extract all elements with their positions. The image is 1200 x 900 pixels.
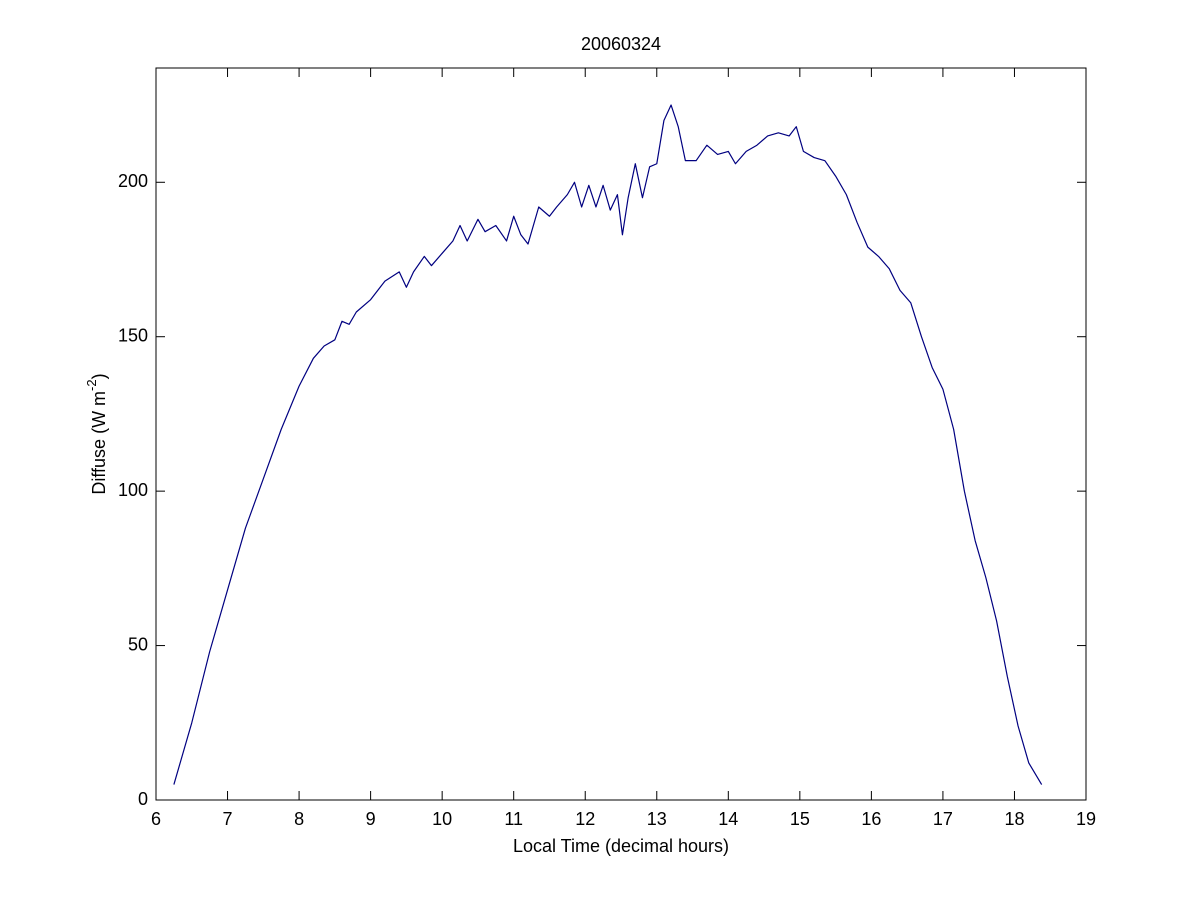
chart-title: 20060324 bbox=[581, 34, 661, 54]
y-label-superscript: -2 bbox=[84, 379, 99, 391]
plot-area bbox=[155, 67, 1087, 801]
x-tick-label: 16 bbox=[861, 809, 881, 829]
x-tick-label: 10 bbox=[432, 809, 452, 829]
x-tick-label: 7 bbox=[223, 809, 233, 829]
y-tick-label: 0 bbox=[138, 789, 148, 809]
x-tick-label: 18 bbox=[1004, 809, 1024, 829]
x-tick-label: 11 bbox=[504, 809, 523, 829]
x-tick-label: 15 bbox=[790, 809, 810, 829]
x-tick-label: 13 bbox=[647, 809, 667, 829]
x-tick-label: 19 bbox=[1076, 809, 1096, 829]
x-axis-label: Local Time (decimal hours) bbox=[513, 836, 729, 856]
x-tick-label: 12 bbox=[575, 809, 595, 829]
y-label-base: Diffuse (W m bbox=[89, 391, 109, 495]
y-tick-label: 150 bbox=[118, 325, 148, 345]
x-tick-label: 17 bbox=[933, 809, 953, 829]
x-tick-label: 14 bbox=[718, 809, 738, 829]
y-tick-label: 50 bbox=[128, 634, 148, 654]
x-tick-label: 6 bbox=[151, 809, 161, 829]
y-label-end: ) bbox=[89, 373, 109, 379]
data-line bbox=[173, 104, 1043, 785]
x-tick-label: 8 bbox=[294, 809, 304, 829]
x-tick-label: 9 bbox=[366, 809, 376, 829]
y-axis-label: Diffuse (W m-2) bbox=[84, 373, 108, 494]
y-tick-label: 100 bbox=[118, 480, 148, 500]
y-tick-label: 200 bbox=[118, 171, 148, 191]
